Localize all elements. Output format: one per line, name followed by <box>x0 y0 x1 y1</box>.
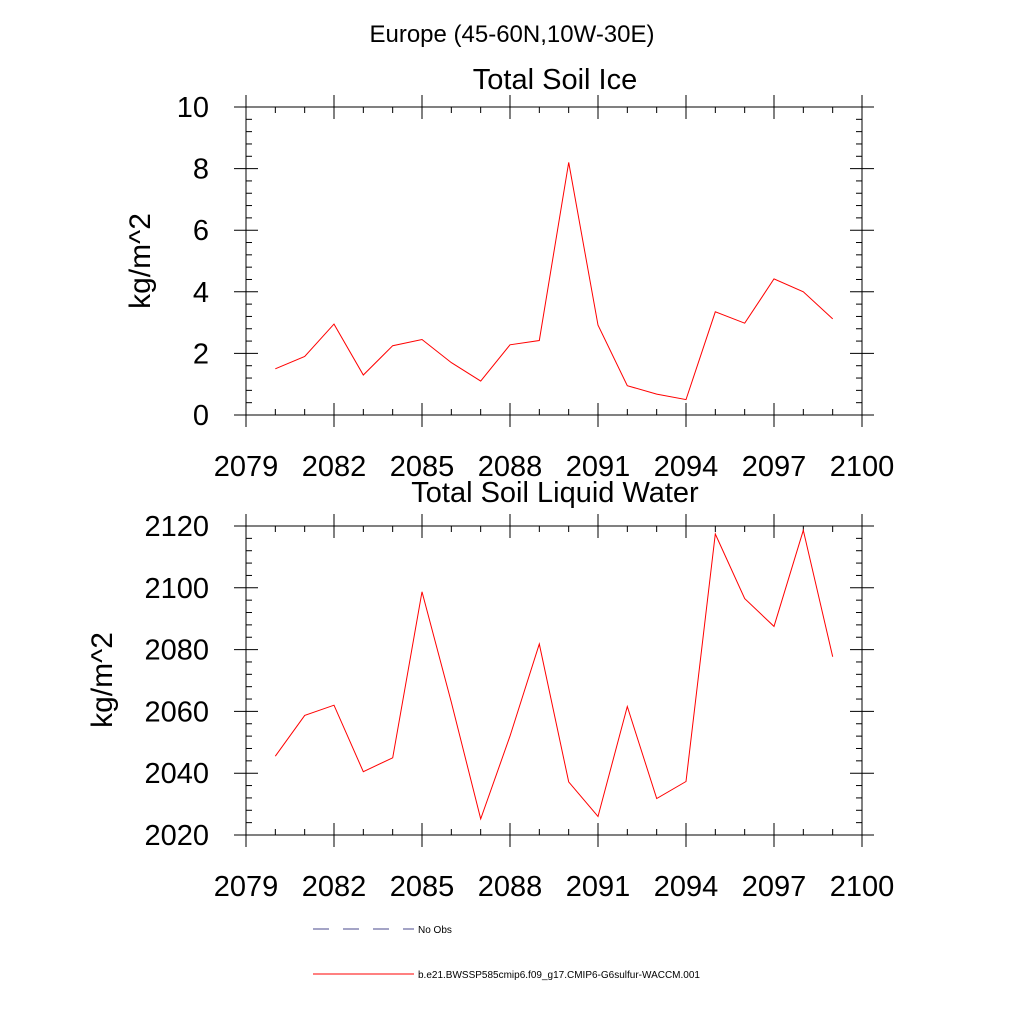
y-axis-label: kg/m^2 <box>124 213 157 309</box>
y-tick-label: 2040 <box>144 758 209 790</box>
x-tick-label: 2100 <box>830 451 895 483</box>
x-tick-label: 2094 <box>654 871 719 903</box>
plot-frame <box>245 525 863 836</box>
legend: No Obs b.e21.BWSSP585cmip6.f09_g17.CMIP6… <box>313 925 700 981</box>
panel-title: Total Soil Liquid Water <box>411 477 699 509</box>
x-tick-label: 2094 <box>654 451 719 483</box>
x-tick-label: 2085 <box>390 451 455 483</box>
axes <box>234 95 874 427</box>
y-tick-label: 10 <box>177 92 209 124</box>
x-tick-label: 2097 <box>742 871 807 903</box>
plot-frame <box>245 106 863 416</box>
y-tick-label: 2020 <box>144 820 209 852</box>
legend-label-model-run: b.e21.BWSSP585cmip6.f09_g17.CMIP6-G6sulf… <box>418 970 700 981</box>
legend-label-no-obs: No Obs <box>418 925 452 936</box>
x-tick-label: 2079 <box>214 451 279 483</box>
figure-title: Europe (45-60N,10W-30E) <box>369 21 654 48</box>
y-tick-label: 0 <box>193 400 209 432</box>
x-tick-label: 2088 <box>478 451 543 483</box>
y-tick-label: 2060 <box>144 696 209 728</box>
x-tick-label: 2097 <box>742 451 807 483</box>
y-tick-label: 2080 <box>144 635 209 667</box>
axes <box>234 514 874 847</box>
y-axis-label: kg/m^2 <box>86 632 119 728</box>
x-tick-label: 2091 <box>566 451 631 483</box>
panel-total-soil-liquid-water: Total Soil Liquid Water kg/m^2 2079 2082 2… <box>86 477 894 903</box>
x-tick-label: 2091 <box>566 871 631 903</box>
panel-title: Total Soil Ice <box>473 64 637 96</box>
series-line <box>274 528 834 821</box>
x-tick-label: 2088 <box>478 871 543 903</box>
y-tick-label: 2120 <box>144 511 209 543</box>
x-tick-label: 2082 <box>302 451 367 483</box>
y-tick-label: 6 <box>193 215 209 247</box>
y-tick-label: 4 <box>193 277 209 309</box>
y-tick-label: 2 <box>193 338 209 370</box>
x-tick-label: 2079 <box>214 871 279 903</box>
x-tick-label: 2100 <box>830 871 895 903</box>
series-line <box>275 162 834 401</box>
y-tick-label: 2100 <box>144 573 209 605</box>
x-tick-label: 2082 <box>302 871 367 903</box>
y-tick-label: 8 <box>193 154 209 186</box>
panel-total-soil-ice: Total Soil Ice kg/m^2 2079 2082 2085 2088 20… <box>124 64 894 483</box>
x-tick-label: 2085 <box>390 871 455 903</box>
